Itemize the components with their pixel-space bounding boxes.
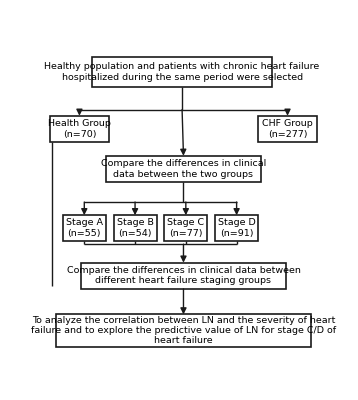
FancyBboxPatch shape	[56, 314, 311, 347]
Text: Stage A
(n=55): Stage A (n=55)	[66, 218, 103, 238]
FancyBboxPatch shape	[215, 215, 258, 240]
FancyBboxPatch shape	[63, 215, 106, 240]
FancyBboxPatch shape	[50, 116, 108, 142]
FancyBboxPatch shape	[258, 116, 317, 142]
FancyBboxPatch shape	[81, 263, 286, 289]
Text: Health Group
(n=70): Health Group (n=70)	[48, 119, 111, 138]
FancyBboxPatch shape	[92, 57, 272, 86]
Text: Compare the differences in clinical
data between the two groups: Compare the differences in clinical data…	[101, 159, 266, 178]
Text: Stage D
(n=91): Stage D (n=91)	[218, 218, 256, 238]
Text: Compare the differences in clinical data between
different heart failure staging: Compare the differences in clinical data…	[67, 266, 300, 286]
Text: To analyze the correlation between LN and the severity of heart
failure and to e: To analyze the correlation between LN an…	[31, 316, 336, 346]
Text: Healthy population and patients with chronic heart failure
hospitalized during t: Healthy population and patients with chr…	[44, 62, 320, 82]
Text: CHF Group
(n=277): CHF Group (n=277)	[262, 119, 313, 138]
FancyBboxPatch shape	[164, 215, 207, 240]
Text: Stage B
(n=54): Stage B (n=54)	[117, 218, 154, 238]
FancyBboxPatch shape	[113, 215, 156, 240]
Text: Stage C
(n=77): Stage C (n=77)	[167, 218, 204, 238]
FancyBboxPatch shape	[106, 156, 261, 182]
